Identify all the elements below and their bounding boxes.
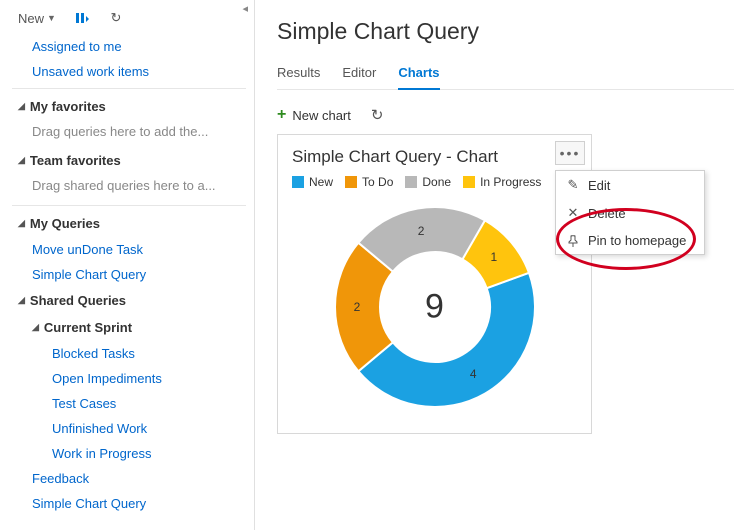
refresh-icon[interactable]: ↻: [108, 10, 124, 26]
caret-down-icon: ▼: [47, 13, 56, 23]
legend-swatch: [405, 176, 417, 188]
pin-icon: [566, 235, 580, 247]
slice-value-label: 2: [354, 300, 361, 314]
query-unfinished-work[interactable]: Unfinished Work: [12, 416, 246, 441]
chart-legend: New To Do Done In Progress: [292, 175, 577, 189]
section-label: My favorites: [30, 99, 106, 114]
tab-bar: Results Editor Charts: [277, 61, 734, 90]
legend-swatch: [463, 176, 475, 188]
section-team-favorites[interactable]: ◢ Team favorites: [12, 147, 246, 174]
sidebar-toolbar: New ▼ ↻: [12, 8, 246, 34]
menu-edit-label: Edit: [588, 178, 610, 193]
sidebar-link-unsaved[interactable]: Unsaved work items: [12, 59, 246, 84]
tab-editor[interactable]: Editor: [342, 61, 376, 89]
tab-results[interactable]: Results: [277, 61, 320, 89]
query-work-in-progress[interactable]: Work in Progress: [12, 441, 246, 466]
new-chart-button[interactable]: + New chart: [277, 107, 351, 123]
main-panel: Simple Chart Query Results Editor Charts…: [255, 0, 756, 530]
pencil-icon: ✎: [566, 177, 580, 193]
triangle-icon: ◢: [18, 295, 25, 306]
new-button[interactable]: New ▼: [18, 11, 56, 26]
section-label: Shared Queries: [30, 293, 126, 308]
menu-edit[interactable]: ✎ Edit: [556, 171, 704, 199]
menu-delete-label: Delete: [588, 206, 626, 221]
slice-value-label: 2: [418, 224, 425, 238]
divider: [12, 88, 246, 89]
teamfav-placeholder: Drag shared queries here to a...: [12, 174, 246, 201]
section-current-sprint[interactable]: ◢ Current Sprint: [12, 314, 246, 341]
donut-center-total: 9: [425, 288, 444, 327]
section-my-queries[interactable]: ◢ My Queries: [12, 210, 246, 237]
query-simple-chart[interactable]: Simple Chart Query: [12, 262, 246, 287]
legend-item: To Do: [345, 175, 393, 189]
slice-value-label: 1: [491, 250, 498, 264]
query-simple-chart-shared[interactable]: Simple Chart Query: [12, 491, 246, 516]
chart-more-button[interactable]: •••: [555, 141, 585, 165]
section-my-favorites[interactable]: ◢ My favorites: [12, 93, 246, 120]
triangle-icon: ◢: [18, 101, 25, 112]
section-shared-queries[interactable]: ◢ Shared Queries: [12, 287, 246, 314]
query-move-undone[interactable]: Move unDone Task: [12, 237, 246, 262]
legend-label: In Progress: [480, 175, 541, 189]
legend-swatch: [345, 176, 357, 188]
legend-item: Done: [405, 175, 451, 189]
page-title: Simple Chart Query: [277, 18, 734, 45]
query-blocked-tasks[interactable]: Blocked Tasks: [12, 341, 246, 366]
chart-card-title: Simple Chart Query - Chart: [292, 147, 577, 167]
slice-value-label: 4: [470, 367, 477, 381]
chart-context-menu: ✎ Edit ✕ Delete Pin to homepage: [555, 170, 705, 255]
menu-delete[interactable]: ✕ Delete: [556, 199, 704, 227]
chart-toolbar: + New chart ↻: [277, 102, 734, 134]
triangle-icon: ◢: [32, 322, 39, 333]
tab-charts[interactable]: Charts: [398, 61, 439, 90]
section-label: Team favorites: [30, 153, 121, 168]
plus-icon: +: [277, 107, 286, 123]
legend-item: In Progress: [463, 175, 541, 189]
divider: [12, 205, 246, 206]
query-open-impediments[interactable]: Open Impediments: [12, 366, 246, 391]
legend-label: New: [309, 175, 333, 189]
sidebar-collapse[interactable]: ◂: [242, 2, 248, 15]
sidebar-link-assigned[interactable]: Assigned to me: [12, 34, 246, 59]
legend-label: Done: [422, 175, 451, 189]
chart-card: Simple Chart Query - Chart ••• New To Do D…: [277, 134, 592, 434]
legend-swatch: [292, 176, 304, 188]
column-options-icon[interactable]: [74, 10, 90, 26]
legend-label: To Do: [362, 175, 393, 189]
new-chart-label: New chart: [292, 108, 351, 123]
query-feedback[interactable]: Feedback: [12, 466, 246, 491]
sidebar: ◂ New ▼ ↻ Assigned to me Unsaved work it…: [0, 0, 255, 530]
section-label: My Queries: [30, 216, 100, 231]
menu-pin-label: Pin to homepage: [588, 233, 686, 248]
legend-item: New: [292, 175, 333, 189]
donut-chart: 9 4 2 2 1: [325, 197, 545, 417]
menu-pin-homepage[interactable]: Pin to homepage: [556, 227, 704, 254]
x-icon: ✕: [566, 205, 580, 221]
new-button-label: New: [18, 11, 44, 26]
myfav-placeholder: Drag queries here to add the...: [12, 120, 246, 147]
triangle-icon: ◢: [18, 155, 25, 166]
section-label: Current Sprint: [44, 320, 132, 335]
query-test-cases[interactable]: Test Cases: [12, 391, 246, 416]
chart-refresh-icon[interactable]: ↻: [371, 106, 384, 124]
triangle-icon: ◢: [18, 218, 25, 229]
